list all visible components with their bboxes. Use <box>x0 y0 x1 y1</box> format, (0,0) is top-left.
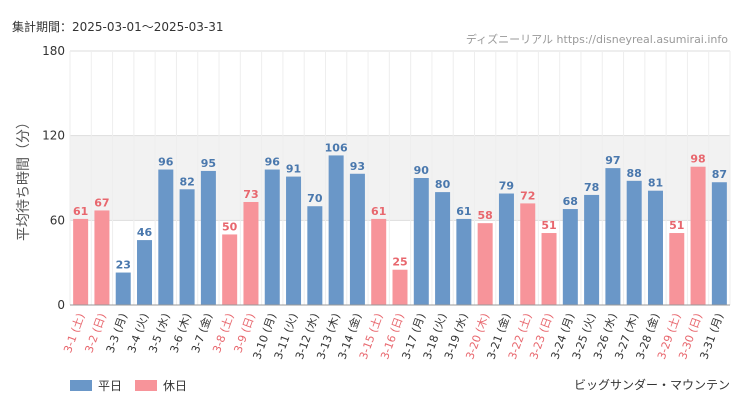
data-label: 23 <box>116 259 131 272</box>
bar <box>711 182 727 305</box>
y-tick-label: 120 <box>42 129 65 143</box>
y-tick-label: 60 <box>50 213 65 227</box>
data-label: 97 <box>605 154 620 167</box>
data-label: 80 <box>435 178 451 191</box>
data-label: 58 <box>478 209 493 222</box>
bar <box>626 180 642 305</box>
bar <box>456 218 472 305</box>
data-label: 96 <box>265 156 281 169</box>
data-label: 68 <box>563 195 578 208</box>
attraction-name: ビッグサンダー・マウンテン <box>574 377 730 392</box>
bar <box>264 169 280 305</box>
legend-label-weekday: 平日 <box>98 379 122 393</box>
legend: 平日 休日 <box>70 379 187 393</box>
data-label: 61 <box>456 205 471 218</box>
bar <box>669 233 685 305</box>
data-label: 78 <box>584 181 599 194</box>
bar <box>349 173 365 305</box>
bar <box>115 272 131 305</box>
data-label: 67 <box>94 196 109 209</box>
data-label: 61 <box>371 205 386 218</box>
data-label: 91 <box>286 163 301 176</box>
bar <box>243 201 259 305</box>
y-tick-label: 180 <box>42 44 65 58</box>
data-label: 46 <box>137 226 153 239</box>
bar <box>584 194 600 305</box>
bar <box>690 166 706 305</box>
bar <box>435 192 451 305</box>
period-label: 集計期間：2025-03-01〜2025-03-31 <box>12 19 223 34</box>
data-label: 81 <box>648 177 663 190</box>
data-label: 90 <box>414 164 430 177</box>
bar <box>286 176 302 305</box>
data-label: 25 <box>392 256 407 269</box>
bar <box>371 218 387 305</box>
data-label: 70 <box>307 192 323 205</box>
legend-label-holiday: 休日 <box>163 379 187 393</box>
data-label: 82 <box>179 175 194 188</box>
bar <box>392 269 408 305</box>
bar <box>94 210 110 305</box>
legend-swatch-weekday <box>70 380 92 391</box>
bar <box>179 189 195 305</box>
data-label: 79 <box>499 180 514 193</box>
bar <box>647 190 663 305</box>
y-axis-ticks: 0 60 120 180 <box>42 44 65 312</box>
bar <box>520 203 536 305</box>
bar <box>73 218 89 305</box>
bar <box>158 169 174 305</box>
bar <box>562 209 578 305</box>
bar <box>541 233 557 305</box>
bar <box>413 178 429 305</box>
data-label: 98 <box>690 153 705 166</box>
data-label: 96 <box>158 156 174 169</box>
bar <box>137 240 153 305</box>
data-label: 106 <box>325 141 348 154</box>
bar <box>605 168 621 305</box>
bar <box>200 170 216 305</box>
data-label: 51 <box>669 219 684 232</box>
source-label: ディズニーリアル https://disneyreal.asumirai.inf… <box>466 32 728 46</box>
bar <box>222 234 238 305</box>
x-axis-ticks: 3-1 (土)3-2 (日)3-3 (月)3-4 (火)3-5 (水)3-6 (… <box>61 311 726 361</box>
data-label: 88 <box>627 167 642 180</box>
data-label: 93 <box>350 160 365 173</box>
bar <box>498 193 514 305</box>
data-label: 87 <box>712 168 727 181</box>
data-label: 95 <box>201 157 216 170</box>
y-tick-label: 0 <box>57 298 65 312</box>
bar <box>477 223 493 305</box>
data-label: 73 <box>243 188 258 201</box>
bars <box>73 155 727 305</box>
bar <box>328 155 344 305</box>
data-label: 61 <box>73 205 88 218</box>
data-label: 72 <box>520 189 535 202</box>
y-axis-label: 平均待ち時間（分） <box>16 115 32 241</box>
legend-swatch-holiday <box>135 380 157 391</box>
data-label: 50 <box>222 220 238 233</box>
data-label: 51 <box>541 219 556 232</box>
bar <box>307 206 323 305</box>
grid-lines <box>69 50 731 306</box>
